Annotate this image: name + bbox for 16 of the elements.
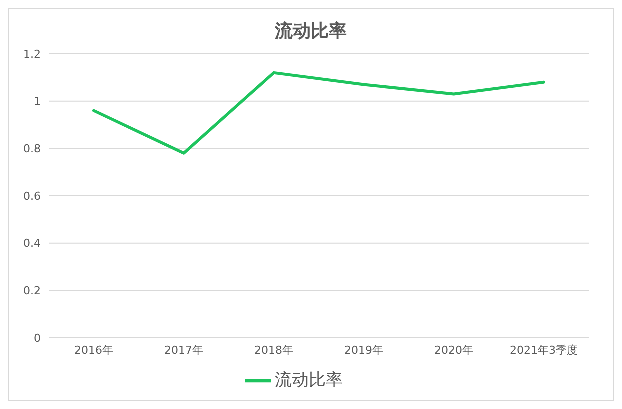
y-tick-label: 0.4 <box>24 237 41 250</box>
x-tick-label: 2020年 <box>434 344 474 357</box>
x-tick-label: 2021年3季度 <box>510 344 578 357</box>
x-tick-label: 2018年 <box>254 344 294 357</box>
x-tick-label: 2016年 <box>74 344 114 357</box>
x-tick-label: 2017年 <box>164 344 204 357</box>
y-tick-label: 1.2 <box>24 48 41 61</box>
y-tick-label: 0.6 <box>24 190 41 203</box>
y-tick-label: 0.8 <box>24 142 41 156</box>
y-tick-label: 0.2 <box>24 284 41 298</box>
y-tick-label: 0 <box>34 332 41 345</box>
legend-label: 流动比率 <box>275 370 343 391</box>
line-series <box>92 71 546 155</box>
y-tick-label: 1 <box>34 95 41 108</box>
chart-title: 流动比率 <box>274 20 348 44</box>
x-tick-label: 2019年 <box>344 344 384 357</box>
